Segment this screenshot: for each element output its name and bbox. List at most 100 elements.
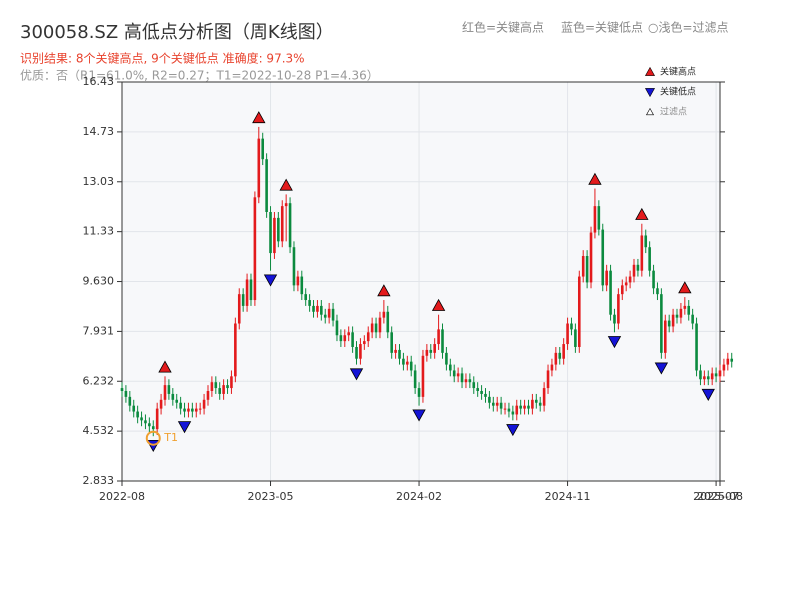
candle-body	[148, 423, 151, 427]
candle-body	[339, 335, 343, 342]
candle-body	[597, 206, 601, 230]
key-low-marker	[177, 421, 192, 434]
candle-body	[460, 373, 464, 383]
key-high-marker	[635, 207, 649, 220]
candle-body	[468, 379, 472, 383]
candle-body	[542, 388, 546, 406]
candle-body	[527, 405, 530, 409]
y-tick-label: 2.833	[83, 474, 115, 487]
candle-body	[464, 379, 468, 383]
candle-body	[714, 373, 718, 377]
candle-body	[320, 305, 323, 315]
candle-body	[577, 276, 581, 347]
candle-body	[284, 203, 288, 207]
candle-body	[495, 402, 499, 406]
candle-body	[437, 329, 440, 345]
candle-body	[593, 206, 597, 233]
plot-frame	[121, 81, 721, 482]
candle-body	[628, 276, 632, 283]
candle-body	[230, 376, 233, 389]
candle-body	[402, 358, 405, 365]
candle-body	[323, 314, 327, 318]
candle-body	[261, 138, 265, 160]
candle-body	[484, 393, 487, 397]
y-tick-label: 7.931	[83, 324, 115, 337]
chart-note: 优质：否（R1=61.0%, R2=0.27；T1=2022-10-28 P1=…	[20, 69, 379, 83]
candle-body	[241, 294, 245, 306]
legend-marker	[645, 107, 655, 116]
y-tick-label: 9.630	[83, 275, 115, 288]
header-legend: ○浅色=过滤点	[648, 21, 729, 35]
candle-body	[671, 314, 675, 327]
candle-body	[706, 376, 710, 380]
candle-body	[636, 264, 640, 271]
candle-body	[570, 323, 573, 330]
candle-body	[581, 256, 585, 277]
candle-body	[695, 323, 698, 371]
candle-body	[140, 417, 143, 421]
candle-body	[187, 408, 190, 412]
key-high-marker	[279, 178, 293, 191]
candle-body	[531, 399, 534, 409]
x-tick-label: 2024-02	[396, 490, 442, 503]
candle-body	[558, 352, 562, 359]
x-tick-label: 2022-08	[99, 490, 145, 503]
candle-body	[151, 426, 155, 430]
candle-body	[226, 385, 229, 389]
x-tick-label: 2023-05	[248, 490, 294, 503]
candle-body	[218, 388, 222, 394]
key-low-marker	[349, 368, 364, 381]
y-tick-label: 4.532	[83, 424, 115, 437]
candle-body	[691, 314, 694, 324]
candle-body	[312, 305, 315, 312]
candle-body	[277, 217, 280, 242]
x-tick-label: 2025-08	[697, 490, 743, 503]
candle-body	[433, 344, 436, 353]
candle-body	[378, 317, 382, 333]
candle-body	[292, 247, 296, 286]
candle-body	[683, 305, 687, 309]
candle-body	[171, 393, 175, 400]
candle-body	[234, 323, 237, 377]
candle-body	[296, 276, 300, 286]
key-low-marker	[263, 274, 278, 287]
candle-body	[519, 405, 522, 409]
key-high-marker	[431, 298, 446, 311]
candle-body	[624, 282, 628, 286]
candle-body	[609, 270, 612, 315]
candle-body	[363, 341, 366, 345]
key-low-marker	[607, 336, 622, 349]
candle-body	[265, 159, 268, 212]
candle-body	[175, 399, 179, 403]
candle-body	[370, 323, 374, 333]
candle-body	[386, 311, 390, 333]
y-tick-label: 14.73	[83, 125, 115, 138]
candle-body	[206, 390, 210, 400]
chart-title: 300058.SZ 高低点分析图（周K线图）	[20, 22, 334, 43]
candle-body	[316, 305, 319, 312]
candle-body	[198, 408, 202, 410]
candle-body	[507, 408, 511, 412]
candle-body	[425, 349, 429, 356]
candle-body	[663, 320, 667, 353]
candle-body	[222, 385, 225, 394]
candle-body	[359, 344, 362, 359]
candle-body	[351, 332, 354, 347]
candle-body	[710, 373, 714, 380]
candle-body	[535, 399, 538, 403]
candle-body	[280, 206, 284, 242]
candle-body	[269, 211, 272, 254]
candle-body	[718, 370, 722, 377]
candle-body	[132, 405, 136, 412]
key-low-marker	[506, 424, 520, 437]
candle-body	[308, 300, 311, 306]
candle-body	[136, 411, 139, 418]
key-low-marker	[701, 388, 715, 401]
candle-body	[441, 329, 444, 353]
key-high-marker	[377, 284, 391, 297]
legend-marker	[644, 66, 656, 76]
candle-body	[257, 138, 261, 198]
candle-body	[288, 203, 292, 248]
chart-subtitle: 识别结果: 8个关键高点, 9个关键低点 准确度: 97.3%	[20, 51, 305, 66]
